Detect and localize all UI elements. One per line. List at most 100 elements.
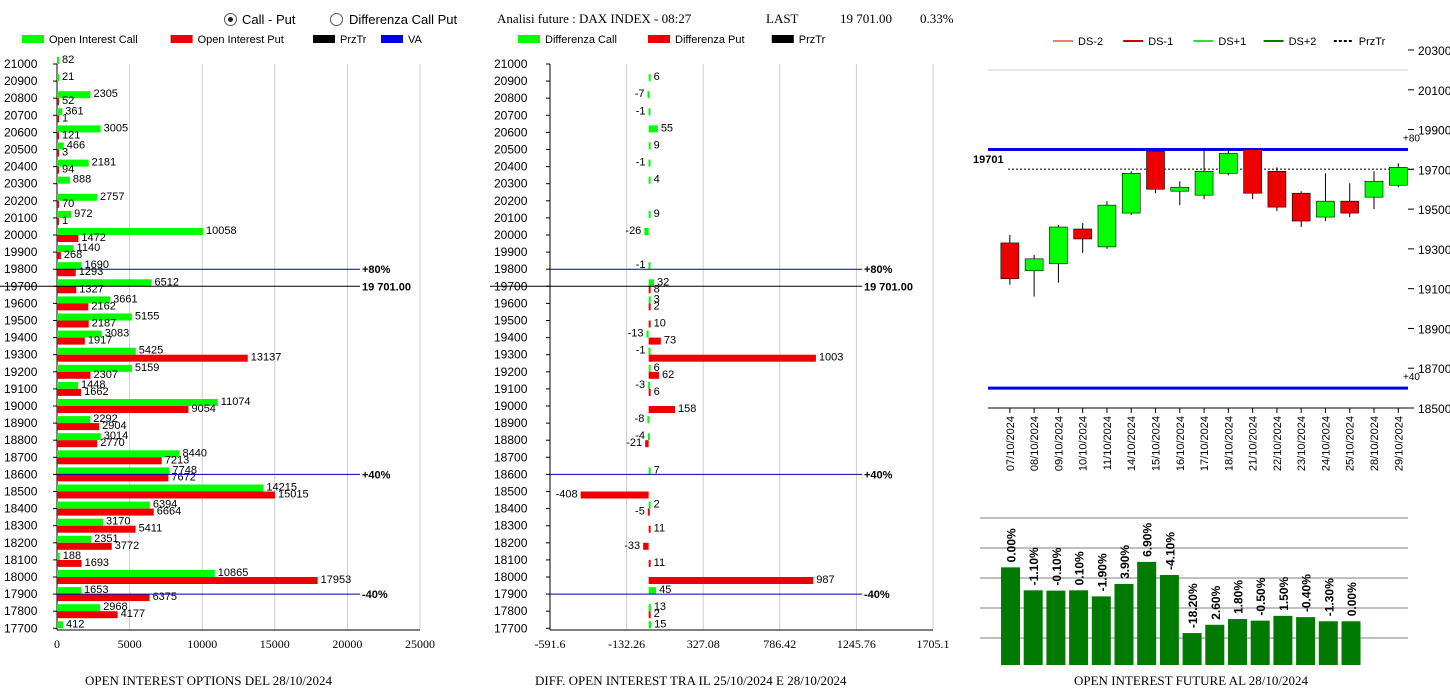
y-tick-label: 19200	[494, 365, 528, 379]
bar-value-label: 2162	[91, 300, 115, 312]
bar-value-label: 5425	[139, 345, 163, 357]
candle-body	[1024, 258, 1044, 272]
bar-value-label: 13	[654, 601, 666, 613]
y-tick-label: 18500	[494, 485, 528, 499]
bar-value-label: 45	[659, 584, 671, 596]
x-tick-label: 5000	[118, 637, 142, 651]
oi-bar	[1159, 575, 1179, 665]
bar-call	[57, 450, 180, 458]
y-tick-label: 18700	[494, 450, 528, 464]
bar-put	[57, 542, 112, 550]
oi-bar	[1341, 621, 1361, 665]
y-tick-label: 19900	[1418, 124, 1450, 138]
bar-value-label: 15015	[278, 489, 309, 501]
bar-call	[648, 74, 651, 82]
oi-bar-label: -0.10%	[1050, 547, 1064, 585]
oi-bar	[1023, 590, 1043, 665]
radio-differenza-label[interactable]: Differenza Call Put	[349, 12, 458, 27]
level-label: -40%	[864, 589, 890, 601]
radio-call-put[interactable]	[224, 13, 237, 26]
bar-call	[57, 193, 98, 201]
bar-call	[648, 142, 651, 150]
bar-call	[647, 433, 650, 441]
y-tick-label: 21000	[494, 57, 528, 71]
candle-body	[1073, 228, 1092, 240]
y-tick-label: 19500	[1418, 203, 1450, 217]
bar-call	[57, 535, 92, 543]
y-tick-label: 18200	[4, 536, 38, 550]
y-tick-label: 18500	[4, 485, 38, 499]
oi-bar-label: -1.30%	[1322, 578, 1336, 616]
bar-value-label: 2968	[103, 601, 127, 613]
bar-put	[647, 508, 650, 516]
bar-value-label: 888	[73, 174, 91, 186]
x-tick-label: 07/10/2024	[1005, 416, 1017, 471]
candle-body	[1194, 171, 1214, 196]
y-tick-label: 19100	[1418, 283, 1450, 297]
bar-put	[57, 132, 59, 140]
y-tick-label: 20800	[494, 91, 528, 105]
bar-value-label: -1	[636, 157, 646, 169]
bar-put	[580, 491, 649, 499]
bar-value-label: 4	[654, 174, 660, 186]
bar-value-label: -33	[624, 540, 640, 552]
oi-bar	[1250, 620, 1270, 665]
bar-call	[57, 57, 59, 64]
bar-value-label: 3005	[104, 122, 128, 134]
bar-call	[57, 313, 132, 321]
bar-put	[57, 406, 189, 413]
bar-value-label: 14215	[266, 482, 297, 494]
radio-differenza[interactable]	[330, 13, 343, 26]
bar-value-label: 1448	[81, 379, 105, 391]
bar-put	[57, 149, 59, 157]
bar-put	[57, 320, 89, 328]
legend-label: PrzTr	[799, 34, 826, 46]
y-tick-label: 18900	[4, 416, 38, 430]
bar-call	[648, 296, 651, 304]
bar-call	[57, 74, 59, 82]
bar-call	[648, 210, 651, 218]
radio-call-put-label[interactable]: Call - Put	[242, 12, 296, 27]
bar-call	[57, 159, 89, 167]
bar-value-label: 11	[654, 523, 665, 535]
bar-value-label: 9	[654, 208, 660, 220]
x-tick-label: -132.26	[608, 637, 645, 651]
bar-call	[648, 262, 651, 270]
bar-call	[648, 279, 654, 287]
y-tick-label: 20500	[494, 143, 528, 157]
x-tick-label: 09/10/2024	[1053, 416, 1065, 471]
legend-label: DS+1	[1218, 36, 1246, 48]
legend-label: Differenza Put	[675, 34, 745, 46]
y-tick-label: 20600	[494, 125, 528, 139]
x-tick-label: 15/10/2024	[1151, 416, 1163, 471]
bar-value-label: 9054	[191, 403, 215, 415]
bar-put	[648, 303, 651, 311]
bar-call	[648, 381, 651, 389]
y-tick-label: 20100	[494, 211, 528, 225]
bar-value-label: 17953	[321, 574, 352, 586]
y-tick-label: 20100	[1418, 84, 1450, 98]
y-tick-label: 20300	[494, 177, 528, 191]
bar-value-label: 5159	[135, 362, 159, 374]
bar-put	[648, 388, 651, 396]
bar-value-label: 13137	[251, 352, 282, 364]
bar-call	[57, 570, 215, 577]
bar-value-label: 6375	[153, 591, 177, 603]
oi-bar	[1046, 590, 1066, 665]
bar-value-label: 1	[62, 112, 68, 124]
oi-bar	[1182, 633, 1202, 665]
bar-call	[57, 210, 72, 218]
bar-value-label: 3661	[113, 293, 137, 305]
bar-call	[57, 91, 91, 99]
legend-swatch	[648, 35, 670, 43]
bar-value-label: 1472	[81, 232, 105, 244]
x-tick-label: 25000	[405, 637, 435, 651]
bar-call	[57, 228, 204, 235]
bar-value-label: 3	[62, 147, 68, 159]
bar-call	[57, 296, 111, 304]
y-tick-label: 20800	[4, 91, 38, 105]
bar-put	[57, 457, 162, 465]
y-tick-label: 20700	[4, 108, 38, 122]
bar-value-label: 2307	[93, 369, 117, 381]
bar-call	[57, 125, 101, 133]
